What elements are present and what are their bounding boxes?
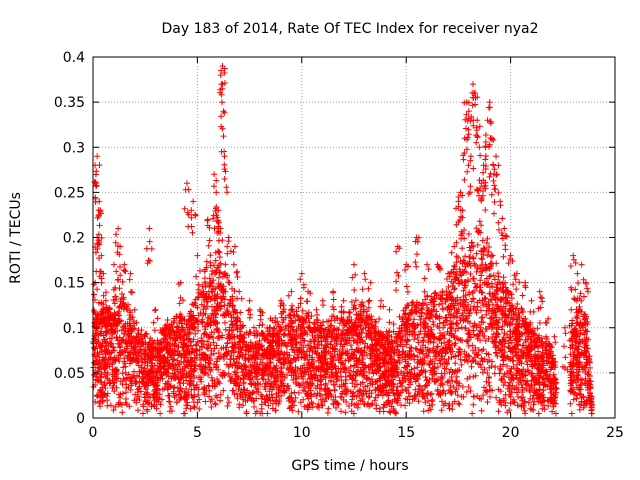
data-point <box>419 360 426 367</box>
data-point <box>502 402 509 409</box>
data-point <box>216 380 223 387</box>
data-point <box>208 374 215 381</box>
data-point <box>187 405 194 412</box>
data-point <box>525 399 532 406</box>
data-point <box>189 345 196 352</box>
data-point <box>463 389 470 395</box>
data-point <box>157 401 164 408</box>
data-point <box>448 354 455 361</box>
data-point <box>502 379 508 386</box>
data-point <box>530 401 537 408</box>
data-point <box>229 303 236 310</box>
data-point <box>465 384 472 390</box>
data-point <box>133 379 140 386</box>
data-point <box>188 386 195 393</box>
data-point <box>295 408 302 415</box>
data-point <box>224 403 231 409</box>
data-point <box>174 357 181 364</box>
data-point <box>415 398 422 405</box>
data-point <box>492 364 499 371</box>
data-point <box>256 337 263 344</box>
data-point <box>452 353 459 360</box>
grid-lines <box>93 57 615 418</box>
data-point <box>500 334 507 341</box>
data-point <box>390 321 397 327</box>
data-point <box>480 251 487 258</box>
data-point <box>473 225 480 232</box>
data-point <box>456 401 463 408</box>
data-point <box>224 394 231 401</box>
data-point <box>435 364 441 370</box>
data-point <box>483 264 490 271</box>
data-points <box>90 63 595 417</box>
data-point <box>347 342 354 349</box>
data-point <box>500 382 507 389</box>
data-point <box>346 403 352 409</box>
data-point <box>462 253 469 260</box>
data-point <box>258 405 265 412</box>
data-point <box>366 393 373 400</box>
data-point <box>398 402 404 409</box>
data-point <box>414 353 421 360</box>
data-point <box>465 330 471 337</box>
data-point <box>439 398 445 405</box>
data-point <box>231 391 238 398</box>
data-point <box>478 364 485 371</box>
data-point <box>478 255 485 262</box>
data-point <box>194 347 200 354</box>
data-point <box>257 410 264 417</box>
data-point <box>415 382 422 389</box>
data-point <box>498 326 505 333</box>
data-point <box>458 324 465 331</box>
data-point <box>505 340 512 347</box>
data-point <box>421 319 428 326</box>
data-point <box>574 346 581 353</box>
data-point <box>313 393 320 399</box>
data-point <box>196 406 203 412</box>
data-point <box>405 302 412 309</box>
data-point <box>110 344 117 351</box>
data-point <box>342 357 349 364</box>
data-point <box>483 350 490 357</box>
data-point <box>127 386 134 393</box>
data-point <box>403 341 410 348</box>
data-point <box>466 374 473 380</box>
data-point <box>204 338 211 345</box>
data-point <box>343 376 350 383</box>
data-point <box>92 345 99 352</box>
data-point <box>466 291 473 298</box>
data-point <box>479 369 486 376</box>
data-point <box>534 325 541 332</box>
data-point <box>430 339 437 346</box>
data-point <box>235 386 242 393</box>
data-point <box>568 410 575 417</box>
data-point <box>140 410 146 417</box>
data-point <box>220 387 227 394</box>
data-point <box>254 408 260 415</box>
data-point <box>424 310 431 317</box>
data-point <box>372 394 379 401</box>
data-point <box>346 309 353 316</box>
data-point <box>454 392 461 399</box>
data-point <box>210 339 217 346</box>
data-point <box>119 409 126 416</box>
data-point <box>484 399 491 405</box>
data-point <box>467 247 474 254</box>
data-point <box>549 408 556 415</box>
data-point <box>430 321 437 328</box>
data-point <box>364 375 371 382</box>
data-point <box>215 274 222 281</box>
data-point <box>195 327 201 334</box>
data-point <box>111 300 118 307</box>
data-point <box>480 245 487 251</box>
data-point <box>118 327 125 333</box>
data-point <box>329 371 336 378</box>
data-point <box>479 256 486 263</box>
